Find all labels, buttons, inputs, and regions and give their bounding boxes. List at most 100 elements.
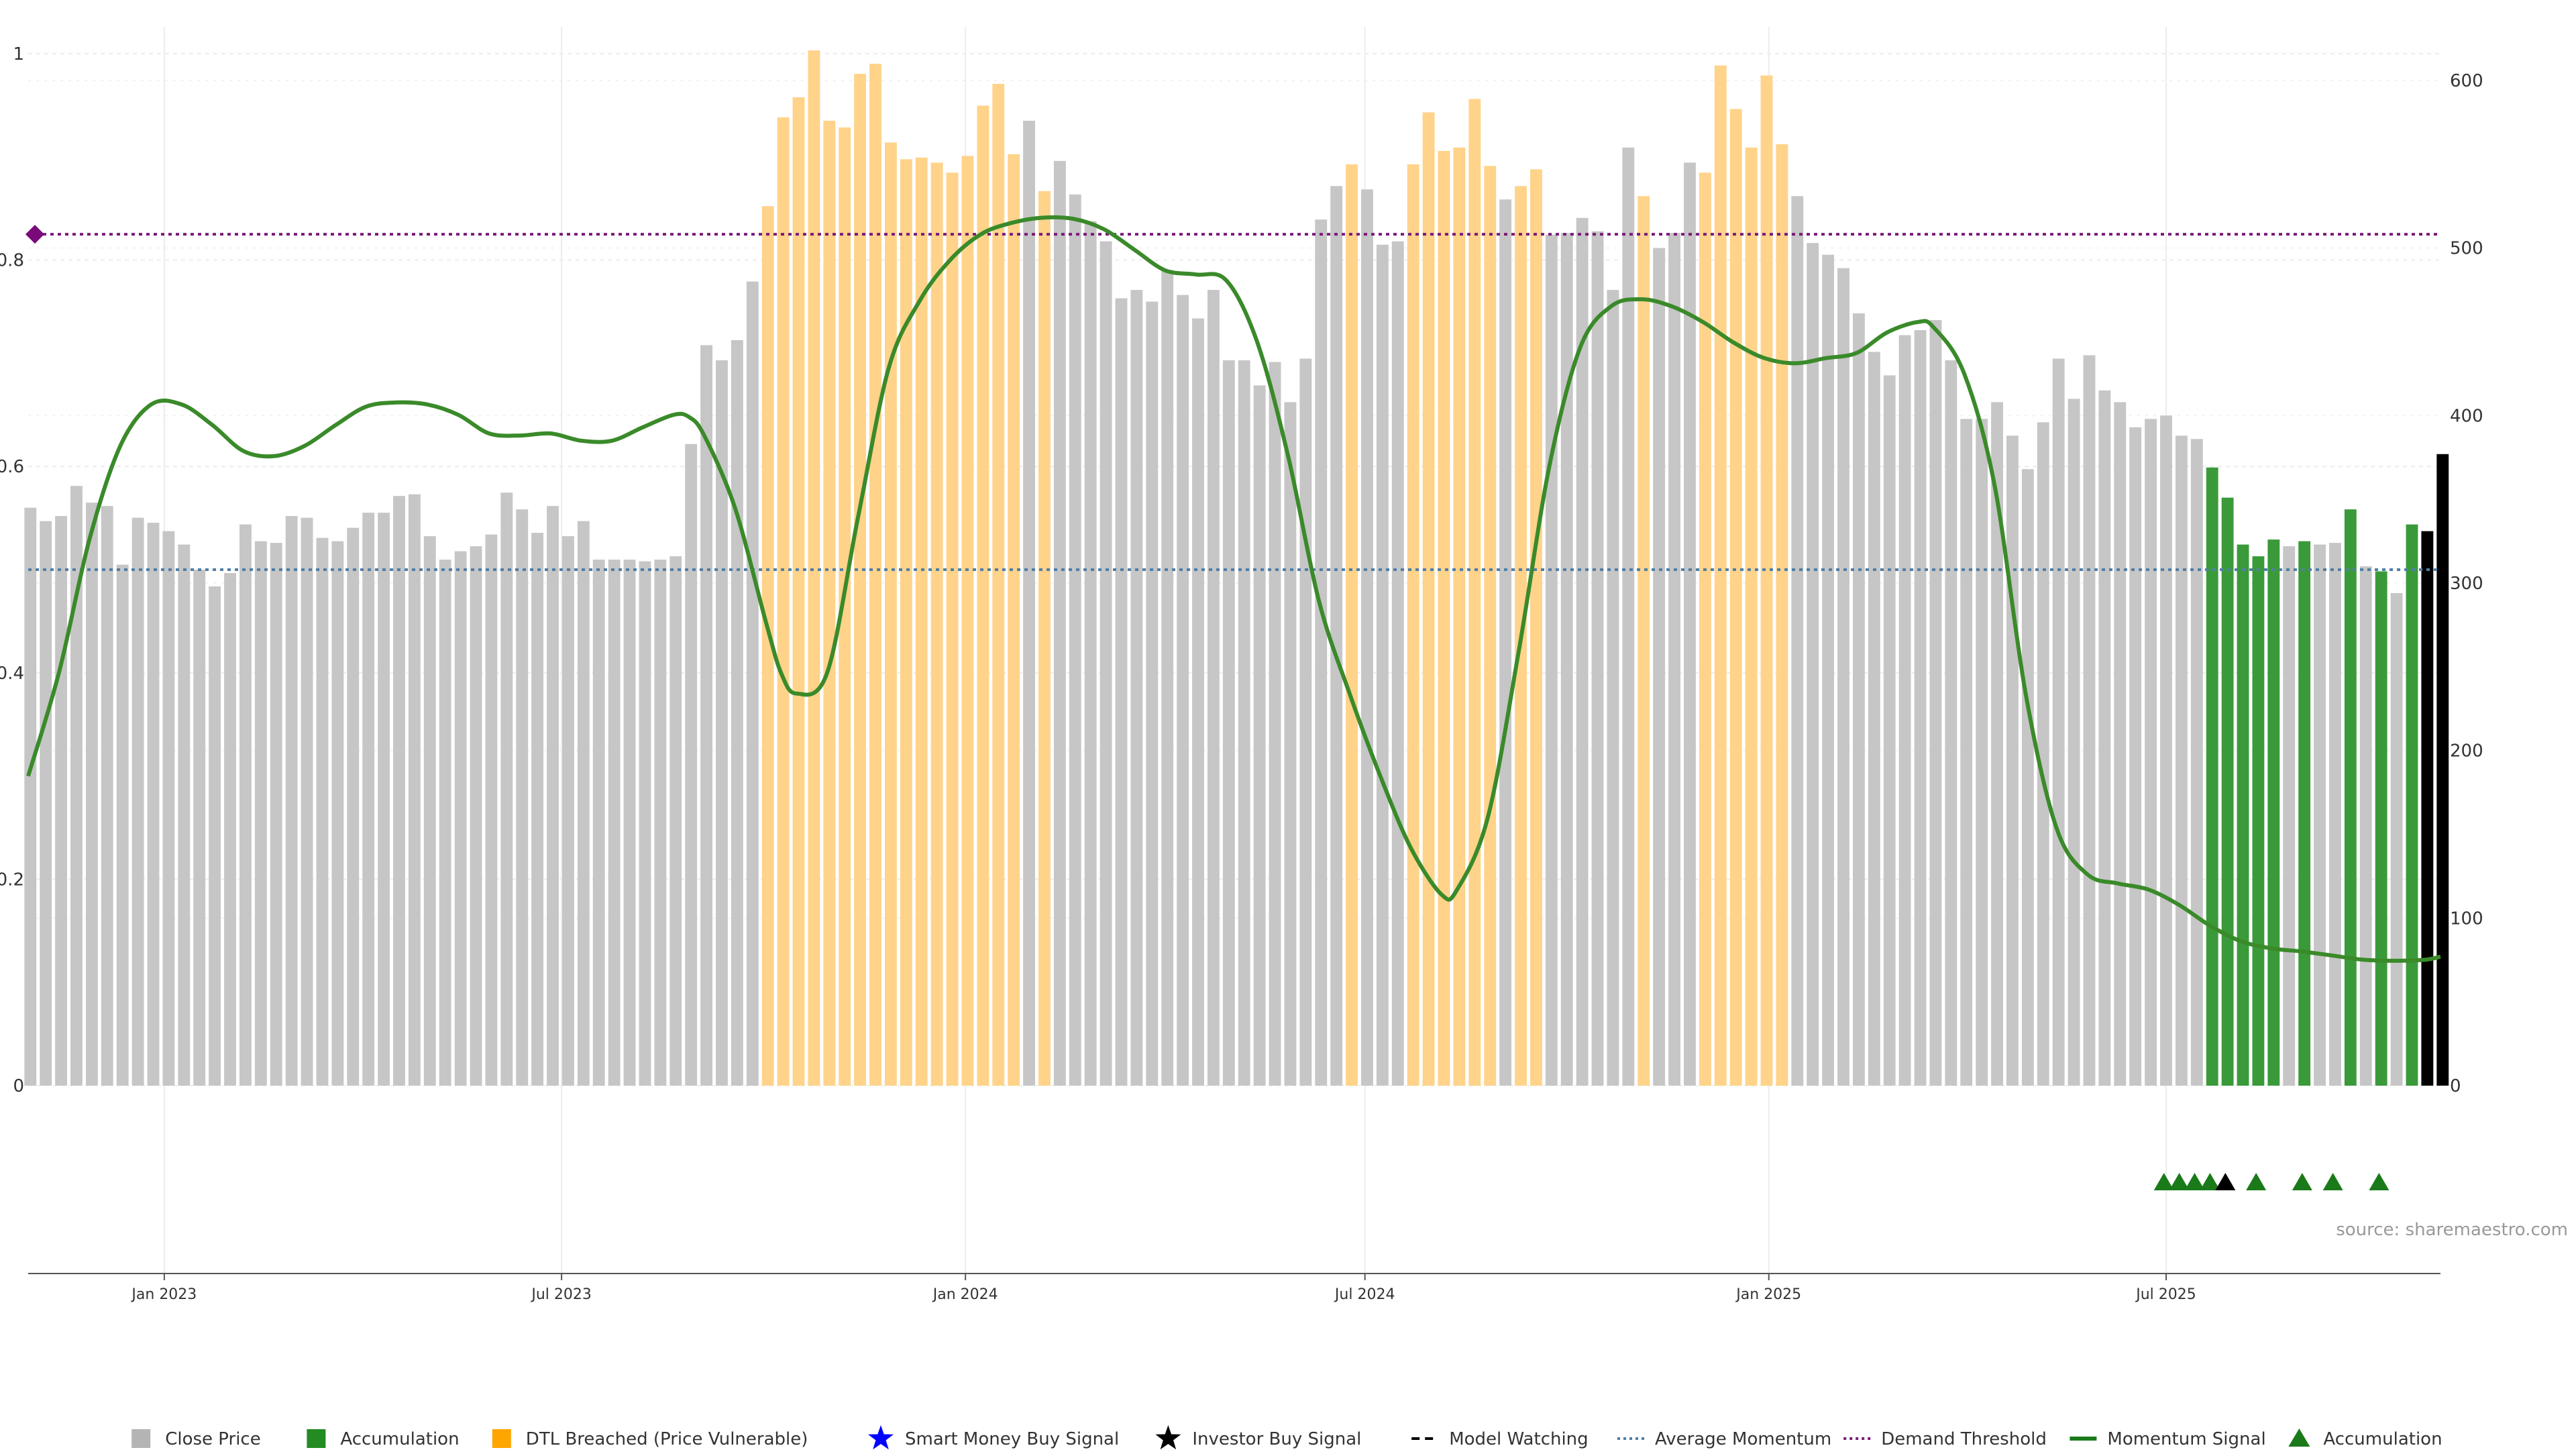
signal-marker-triangle	[2200, 1173, 2220, 1190]
bar	[1807, 243, 1819, 1086]
bar	[992, 83, 1005, 1086]
bar	[1299, 358, 1312, 1086]
bar	[1622, 147, 1635, 1086]
legend-swatch	[492, 1429, 511, 1448]
bar	[347, 527, 360, 1086]
bar	[1638, 196, 1650, 1086]
bar	[639, 561, 651, 1086]
legend-label: Model Watching	[1449, 1429, 1588, 1449]
bar	[331, 541, 344, 1086]
y-left-tick-label: 0.4	[0, 664, 24, 684]
bar	[2098, 390, 2111, 1086]
bar	[1023, 120, 1035, 1086]
bar	[1868, 352, 1880, 1086]
bar	[1453, 147, 1466, 1086]
legend-label: Accumulation	[340, 1429, 459, 1449]
bar	[915, 157, 928, 1086]
y-left-tick-label: 0.2	[0, 870, 24, 890]
bar	[1822, 254, 1835, 1086]
bar	[731, 340, 743, 1086]
bar	[147, 523, 160, 1086]
bar	[1192, 318, 1204, 1086]
bar	[193, 570, 206, 1086]
legend-label: Demand Threshold	[1881, 1429, 2047, 1449]
bar	[1438, 150, 1450, 1086]
bar	[2421, 531, 2434, 1086]
bar	[239, 524, 252, 1086]
y-left-tick-label: 1	[13, 44, 24, 64]
legend-label: Investor Buy Signal	[1192, 1429, 1361, 1449]
bar	[577, 521, 590, 1086]
bar	[55, 516, 68, 1086]
legend-label: DTL Breached (Price Vulnerable)	[526, 1429, 808, 1449]
bar	[869, 64, 881, 1086]
bar	[1146, 301, 1159, 1086]
bar	[485, 534, 498, 1086]
bar	[1161, 270, 1174, 1086]
bar	[316, 537, 329, 1086]
bar	[808, 50, 820, 1086]
bar	[792, 97, 805, 1086]
signal-marker-triangle	[2215, 1173, 2236, 1190]
bar	[654, 560, 667, 1086]
x-tick-label: Jan 2023	[130, 1286, 197, 1303]
bar	[1484, 166, 1497, 1086]
bar	[669, 556, 682, 1086]
bar	[2237, 544, 2249, 1086]
bar	[2145, 419, 2157, 1086]
bar	[2190, 439, 2203, 1086]
x-tick-label: Jul 2024	[1334, 1286, 1395, 1303]
momentum-signal-line	[26, 215, 2441, 963]
bar	[2298, 541, 2311, 1086]
bar	[378, 513, 390, 1086]
bar	[2129, 427, 2142, 1086]
bar	[40, 521, 52, 1086]
signal-marker-triangle	[2153, 1173, 2174, 1190]
bar	[1714, 65, 1727, 1086]
bar	[2436, 454, 2449, 1086]
bar	[2314, 544, 2326, 1086]
bar	[2252, 556, 2265, 1086]
bar	[839, 127, 851, 1086]
bar	[1545, 234, 1558, 1086]
bar	[2221, 497, 2234, 1086]
bar	[2052, 358, 2065, 1086]
bar	[1976, 419, 1988, 1086]
bar	[1699, 172, 1711, 1086]
y-right-tick-label: 300	[2450, 574, 2483, 594]
signal-marker-triangle	[2184, 1173, 2205, 1190]
bar	[254, 541, 267, 1086]
bar	[1729, 109, 1742, 1086]
bar-series	[24, 50, 2449, 1086]
bar	[393, 496, 405, 1086]
bar	[70, 486, 83, 1086]
bar	[1898, 335, 1911, 1086]
bar	[592, 560, 605, 1086]
legend-label: Momentum Signal	[2107, 1429, 2265, 1449]
bar	[946, 172, 959, 1086]
bar	[1069, 194, 1081, 1086]
bar	[2006, 435, 2019, 1086]
bar	[1361, 189, 1373, 1086]
bar	[362, 513, 375, 1086]
bar	[547, 506, 559, 1086]
bar	[1684, 162, 1696, 1086]
signal-markers	[2153, 1173, 2390, 1190]
line-series	[25, 215, 2441, 963]
bar	[101, 506, 113, 1086]
y-left-tick-label: 0	[13, 1076, 24, 1096]
bar	[1130, 290, 1143, 1086]
bar	[470, 546, 482, 1086]
bar	[1576, 217, 1589, 1086]
legend-triangle-icon	[2288, 1429, 2310, 1447]
bar	[1560, 233, 1573, 1086]
bar	[2206, 467, 2218, 1086]
bar	[2359, 566, 2372, 1086]
bar	[2267, 539, 2280, 1086]
bar	[1315, 219, 1328, 1086]
bar	[2021, 469, 2034, 1086]
bar	[439, 560, 451, 1086]
bar	[1284, 402, 1297, 1086]
bar	[1991, 402, 2003, 1086]
bar	[1038, 191, 1051, 1086]
